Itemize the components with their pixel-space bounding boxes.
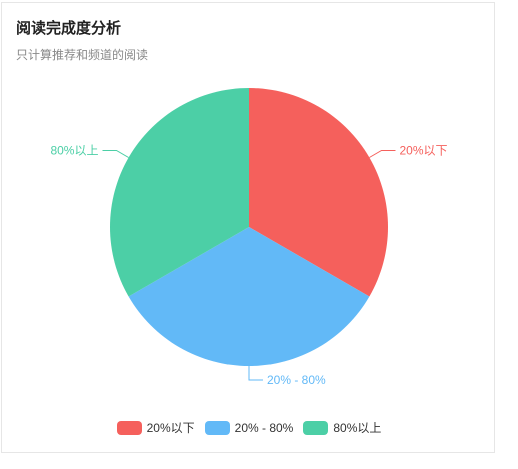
chart-card: 阅读完成度分析 只计算推荐和频道的阅读 20%以下 20% - 80% 80%以上 … xyxy=(1,2,495,453)
pie-chart: 20%以下 20% - 80% 80%以上 xyxy=(50,88,448,387)
pie-label-mid: 20% - 80% xyxy=(267,373,326,387)
legend-item-high[interactable]: 80%以上 xyxy=(303,419,381,436)
chart-title: 阅读完成度分析 xyxy=(16,20,122,37)
legend-swatch-low xyxy=(116,420,142,435)
legend-label-mid: 20% - 80% xyxy=(234,420,294,435)
legend-item-mid[interactable]: 20% - 80% xyxy=(204,420,294,435)
pie-label-line-low xyxy=(369,150,396,158)
pie-label-line-mid xyxy=(248,366,263,381)
chart-legend: 20%以下 20% - 80% 80%以上 xyxy=(2,419,496,436)
legend-swatch-mid xyxy=(204,420,230,435)
legend-item-low[interactable]: 20%以下 xyxy=(116,419,195,436)
legend-label-high: 80%以上 xyxy=(333,421,382,435)
chart-subtitle: 只计算推荐和频道的阅读 xyxy=(16,48,149,62)
pie-slice-low[interactable] xyxy=(249,88,388,297)
pie-label-line-high xyxy=(102,150,129,158)
pie-slice-high[interactable] xyxy=(109,88,249,297)
pie-label-low: 20%以下 xyxy=(400,144,448,158)
legend-label-low: 20%以下 xyxy=(146,421,195,435)
legend-swatch-high xyxy=(303,420,329,435)
pie-label-high: 80%以上 xyxy=(50,144,98,158)
